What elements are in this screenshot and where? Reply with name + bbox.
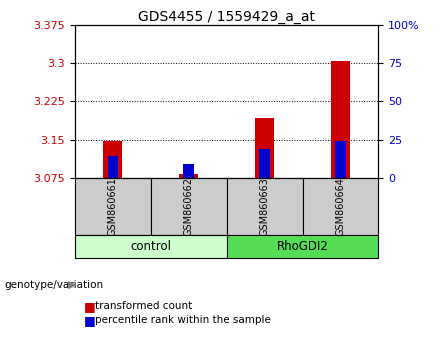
- Bar: [255, 118, 274, 178]
- Text: control: control: [130, 240, 171, 253]
- Text: transformed count: transformed count: [95, 301, 192, 311]
- Text: GSM860661: GSM860661: [108, 177, 118, 236]
- Bar: [183, 164, 194, 178]
- Bar: [150, 178, 227, 235]
- Text: ■: ■: [84, 300, 95, 313]
- Bar: [227, 235, 378, 258]
- Bar: [303, 178, 378, 235]
- Bar: [179, 174, 198, 178]
- Text: genotype/variation: genotype/variation: [4, 280, 103, 290]
- Text: ■: ■: [84, 314, 95, 327]
- Bar: [75, 178, 150, 235]
- Bar: [75, 235, 227, 258]
- Text: GSM860664: GSM860664: [335, 177, 345, 236]
- Bar: [331, 61, 350, 178]
- Text: ▶: ▶: [68, 280, 77, 290]
- Text: GSM860663: GSM860663: [260, 177, 270, 236]
- Bar: [335, 141, 346, 178]
- Text: RhoGDI2: RhoGDI2: [277, 240, 328, 253]
- Bar: [103, 141, 122, 178]
- Bar: [259, 149, 270, 178]
- Bar: [227, 178, 303, 235]
- Title: GDS4455 / 1559429_a_at: GDS4455 / 1559429_a_at: [138, 10, 315, 24]
- Bar: [107, 156, 118, 178]
- Text: GSM860662: GSM860662: [183, 177, 194, 236]
- Text: percentile rank within the sample: percentile rank within the sample: [95, 315, 271, 325]
